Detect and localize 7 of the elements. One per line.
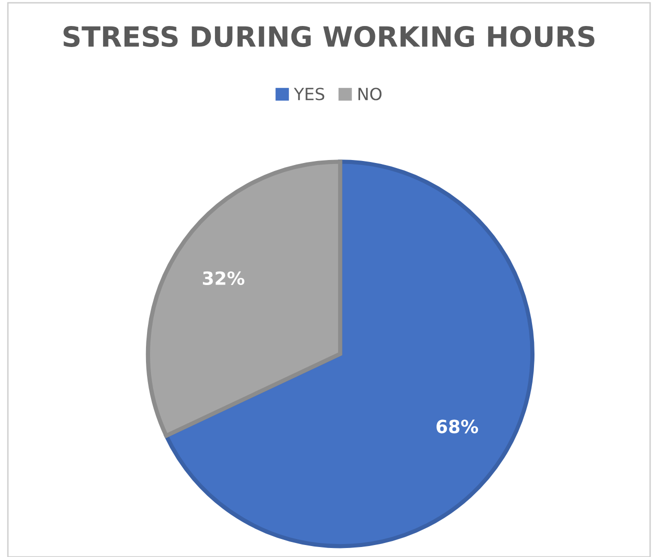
legend-label: NO <box>358 88 382 100</box>
chart-title: STRESS DURING WORKING HOURS <box>64 26 594 48</box>
pie-slice <box>146 160 342 438</box>
pie-slice <box>164 160 534 548</box>
data-label: 32% <box>202 271 244 285</box>
legend-label: YES <box>294 88 324 100</box>
data-label: 68% <box>436 420 478 434</box>
